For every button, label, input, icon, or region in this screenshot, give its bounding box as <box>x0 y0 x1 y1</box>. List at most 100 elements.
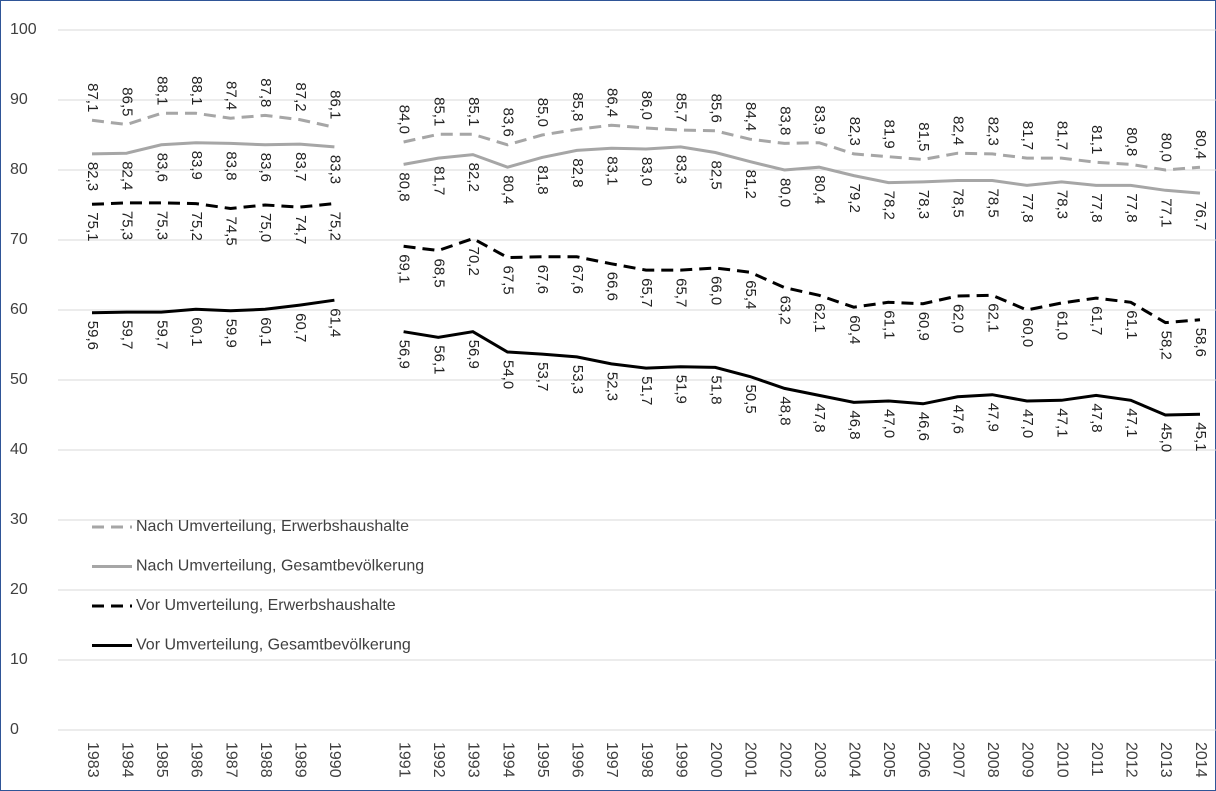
data-label: 65,7 <box>638 278 655 307</box>
data-label: 51,7 <box>638 376 655 405</box>
data-label: 66,0 <box>707 276 724 305</box>
data-label: 84,0 <box>396 105 413 134</box>
y-tick-label: 0 <box>10 721 19 738</box>
data-label: 60,4 <box>846 315 863 344</box>
x-tick-label: 1985 <box>153 742 170 778</box>
data-label: 82,8 <box>569 158 586 187</box>
data-label: 85,6 <box>707 94 724 123</box>
data-label: 83,8 <box>777 106 794 135</box>
series-line <box>91 201 1201 325</box>
data-label: 80,4 <box>500 175 517 204</box>
data-label: 61,0 <box>1054 311 1071 340</box>
data-label: 80,4 <box>811 175 828 204</box>
data-label: 82,4 <box>119 161 136 190</box>
x-tick-label: 2002 <box>776 742 793 778</box>
data-label: 78,3 <box>1054 190 1071 219</box>
data-label: 75,2 <box>188 212 205 241</box>
data-label: 86,5 <box>119 87 136 116</box>
y-tick-label: 50 <box>10 371 28 388</box>
data-label: 47,9 <box>984 403 1001 432</box>
legend-label: Nach Umverteilung, Gesamtbevölkerung <box>136 558 424 575</box>
data-label: 87,1 <box>84 83 101 112</box>
data-label: 67,6 <box>569 265 586 294</box>
data-label: 47,8 <box>811 403 828 432</box>
data-label: 81,7 <box>1054 121 1071 150</box>
x-tick-label: 2000 <box>707 742 724 778</box>
series-line <box>91 141 1201 195</box>
y-tick-label: 40 <box>10 441 28 458</box>
data-label: 61,1 <box>1123 310 1140 339</box>
data-label: 58,6 <box>1192 328 1209 357</box>
data-label: 69,1 <box>396 254 413 283</box>
x-tick-label: 1995 <box>534 742 551 778</box>
data-label: 80,0 <box>1157 133 1174 162</box>
data-label: 53,3 <box>569 365 586 394</box>
y-tick-label: 70 <box>10 231 28 248</box>
x-tick-label: 1992 <box>430 742 447 778</box>
data-label: 53,7 <box>534 362 551 391</box>
data-label: 77,8 <box>1123 193 1140 222</box>
data-label: 87,4 <box>223 81 240 110</box>
data-label: 87,8 <box>257 78 274 107</box>
data-label: 77,1 <box>1157 198 1174 227</box>
data-label: 75,2 <box>326 212 343 241</box>
x-tick-label: 1986 <box>188 742 205 778</box>
x-tick-label: 2009 <box>1019 742 1036 778</box>
data-label: 81,8 <box>534 165 551 194</box>
data-label: 59,7 <box>119 320 136 349</box>
data-label: 59,6 <box>84 321 101 350</box>
y-tick-label: 30 <box>10 511 28 528</box>
data-label: 70,2 <box>465 247 482 276</box>
x-tick-label: 1991 <box>395 742 412 778</box>
data-label: 80,4 <box>1192 130 1209 159</box>
data-label: 48,8 <box>777 396 794 425</box>
data-label: 68,5 <box>430 259 447 288</box>
data-label: 46,8 <box>846 410 863 439</box>
data-label: 83,6 <box>500 108 517 137</box>
data-label: 86,0 <box>638 91 655 120</box>
data-label: 47,1 <box>1054 408 1071 437</box>
data-label: 60,0 <box>1019 318 1036 347</box>
x-tick-label: 1990 <box>326 742 343 778</box>
data-label: 82,3 <box>84 162 101 191</box>
data-label: 83,1 <box>603 156 620 185</box>
data-label: 83,9 <box>811 105 828 134</box>
data-label: 75,0 <box>257 213 274 242</box>
data-label: 50,5 <box>742 385 759 414</box>
data-label: 79,2 <box>846 184 863 213</box>
y-tick-label: 80 <box>10 161 28 178</box>
legend-label: Vor Umverteilung, Gesamtbevölkerung <box>136 637 411 654</box>
data-label: 60,1 <box>257 317 274 346</box>
data-label: 62,1 <box>984 303 1001 332</box>
data-label: 51,8 <box>707 375 724 404</box>
data-label: 86,4 <box>603 88 620 117</box>
x-tick-label: 2011 <box>1088 742 1105 777</box>
x-tick-label: 2001 <box>742 742 759 778</box>
data-label: 61,4 <box>326 308 343 337</box>
data-label: 63,2 <box>777 296 794 325</box>
x-tick-label: 1999 <box>672 742 689 778</box>
data-label: 78,5 <box>984 189 1001 218</box>
legend-label: Nach Umverteilung, Erwerbshaushalte <box>136 518 409 535</box>
data-label: 66,6 <box>603 272 620 301</box>
data-label: 83,7 <box>292 152 309 181</box>
data-label: 47,6 <box>950 405 967 434</box>
data-label: 83,8 <box>223 151 240 180</box>
data-label: 81,1 <box>1088 125 1105 154</box>
data-label: 83,6 <box>153 153 170 182</box>
x-tick-label: 1996 <box>569 742 586 778</box>
data-label: 82,3 <box>846 117 863 146</box>
data-label: 80,8 <box>1123 127 1140 156</box>
data-label: 59,7 <box>153 320 170 349</box>
data-label: 47,8 <box>1088 403 1105 432</box>
data-label: 82,4 <box>950 116 967 145</box>
data-label: 74,5 <box>223 217 240 246</box>
data-label: 54,0 <box>500 360 517 389</box>
data-label: 65,7 <box>673 278 690 307</box>
data-label: 47,1 <box>1123 408 1140 437</box>
data-label: 83,3 <box>326 155 343 184</box>
data-label: 61,1 <box>880 310 897 339</box>
data-label: 60,1 <box>188 317 205 346</box>
